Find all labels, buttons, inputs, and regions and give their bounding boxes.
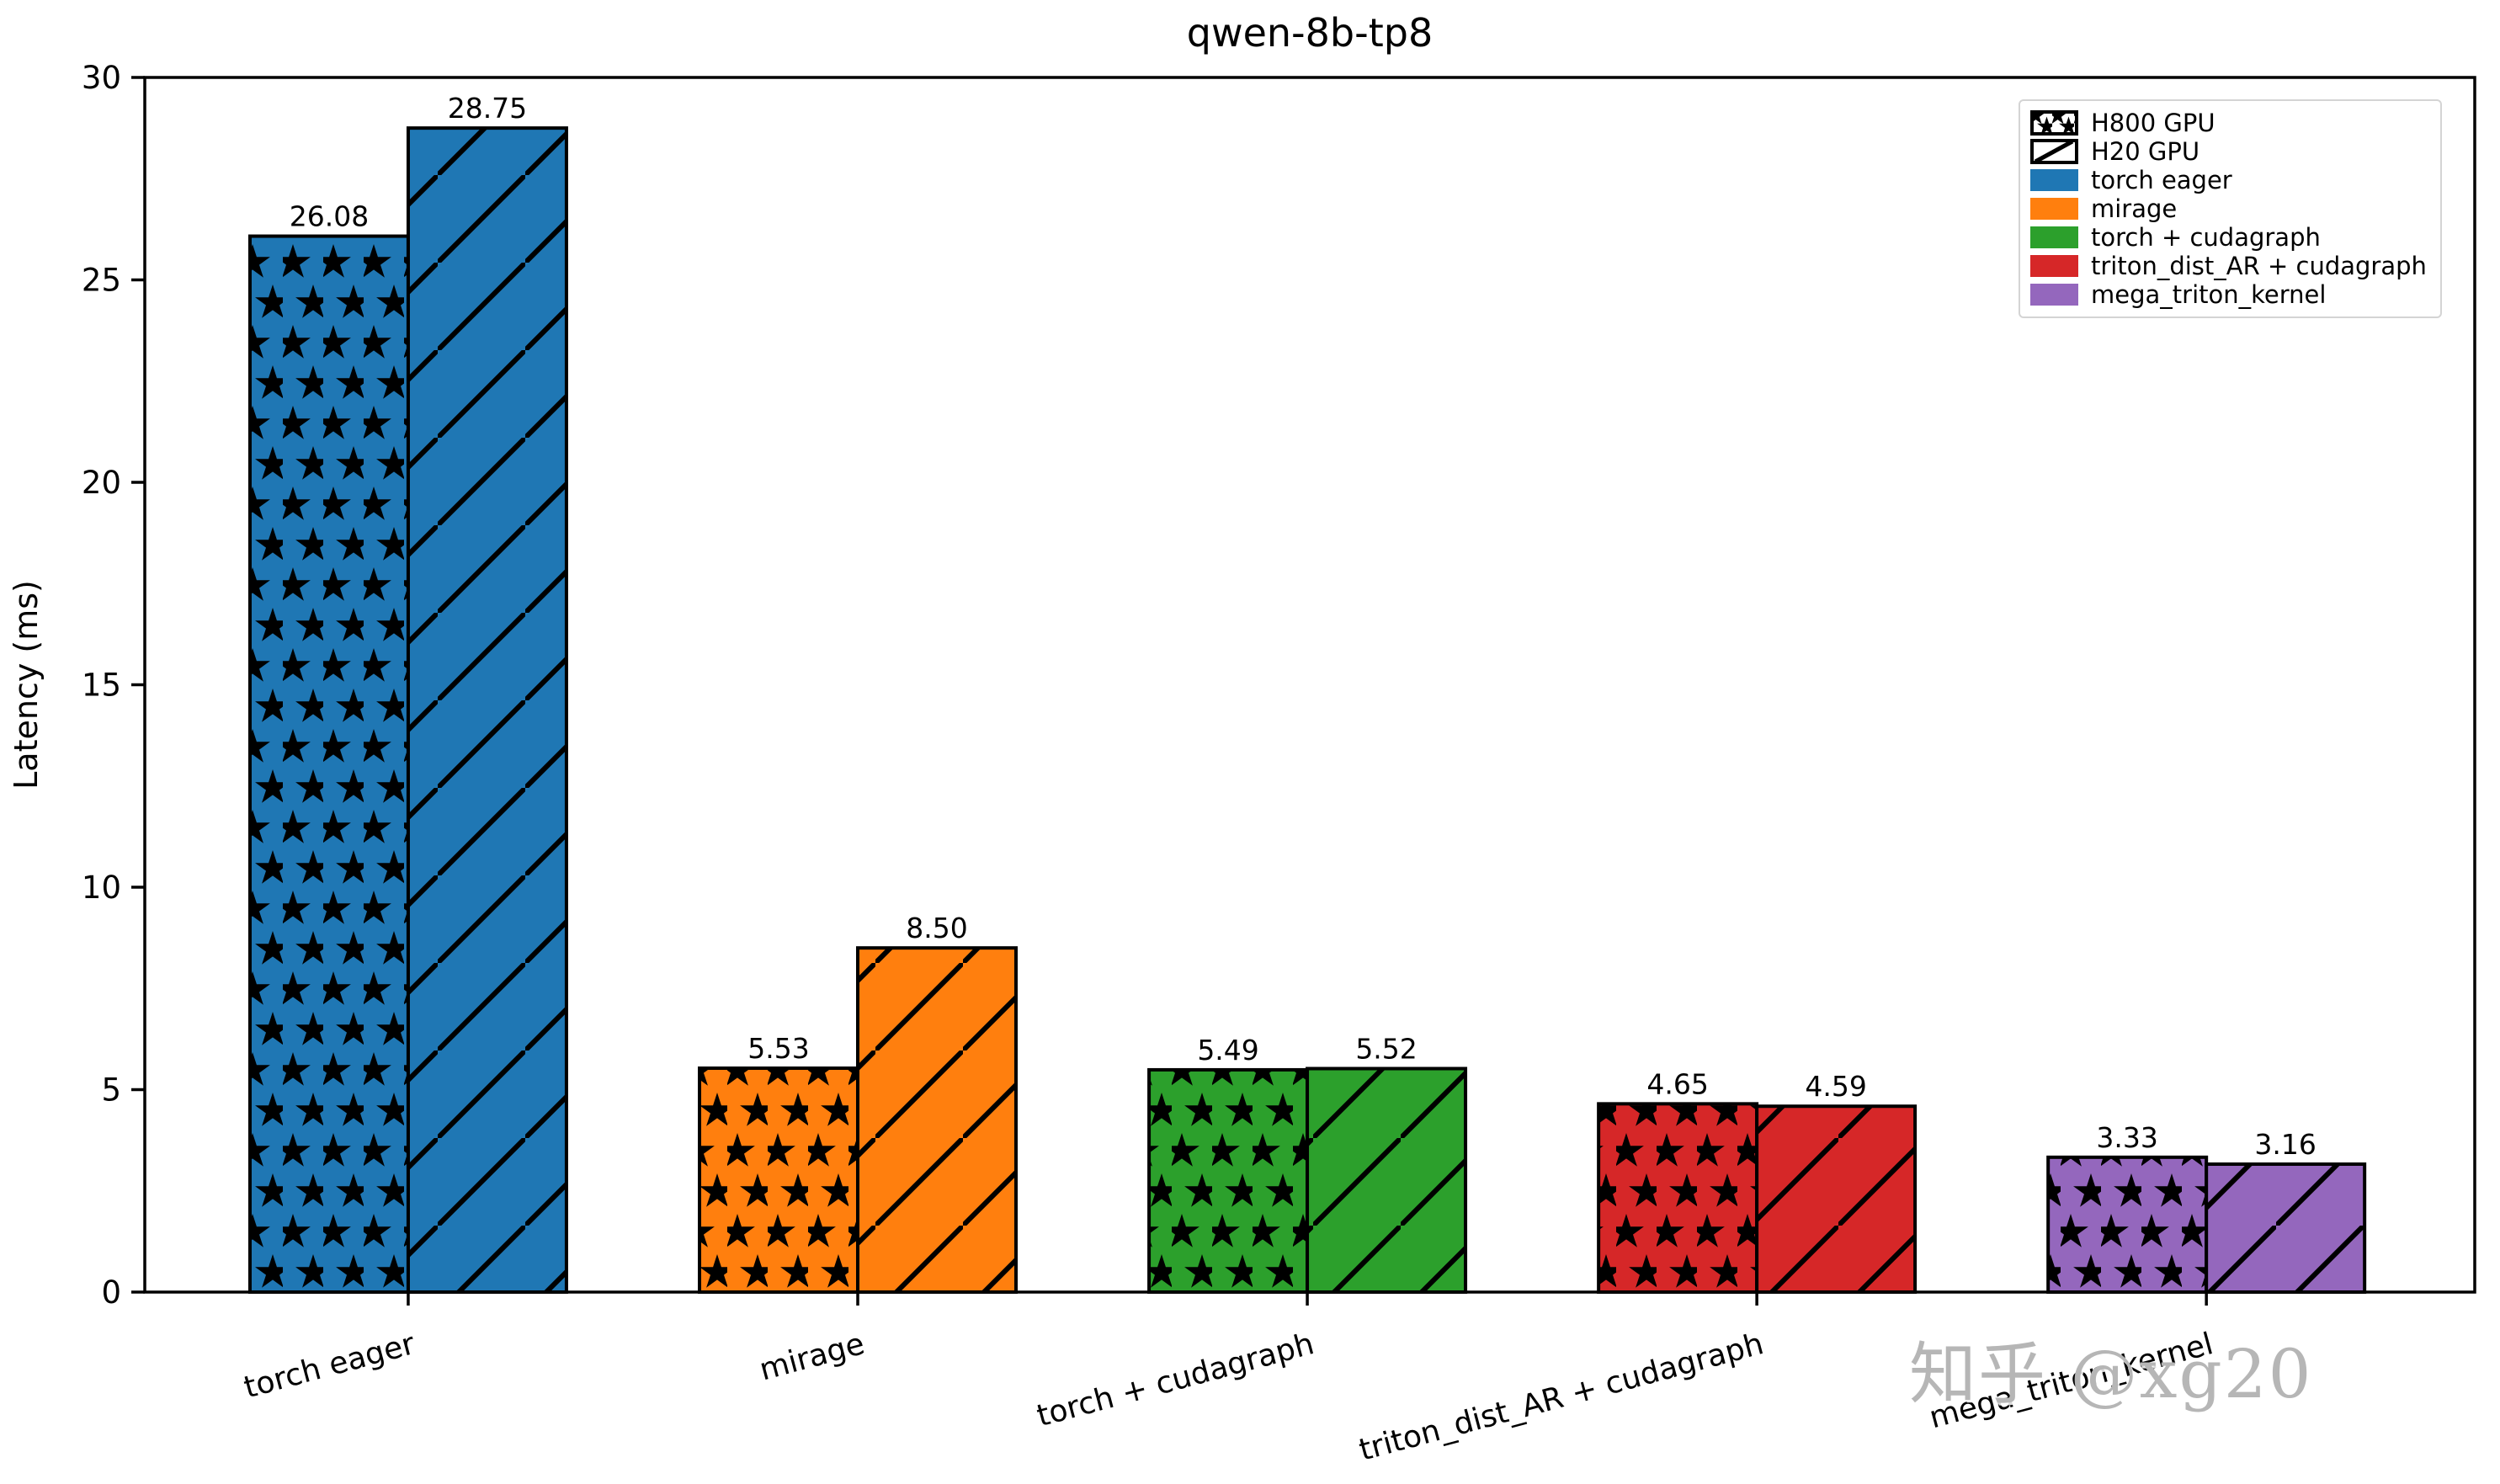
legend-item-0: H800 GPU <box>2030 109 2427 137</box>
bar-mega-triton-kernel-h800 <box>2046 1155 2209 1295</box>
bar-value-label: 5.49 <box>1197 1034 1258 1066</box>
legend-label: triton_dist_AR + cudagraph <box>2091 252 2427 280</box>
bar-torch-cudagraph-h800 <box>1147 1067 1310 1295</box>
watermark: 知乎 @xg20 <box>1909 1335 2313 1413</box>
bar-mirage-h20 <box>856 946 1018 1295</box>
bar-triton-dist-AR-cudagraph-h800 <box>1597 1102 1759 1294</box>
legend-label: torch + cudagraph <box>2091 223 2321 252</box>
x-tick-label: torch + cudagraph <box>1034 1327 1318 1433</box>
color-swatch-icon <box>2030 169 2078 191</box>
y-tick-label: 25 <box>82 263 121 299</box>
legend-label: torch eager <box>2091 166 2232 194</box>
bar-torch-cudagraph-h20 <box>1306 1066 1468 1295</box>
bar-value-label: 28.75 <box>448 92 527 125</box>
y-tick-label: 30 <box>82 60 121 96</box>
bar-value-label: 5.53 <box>747 1032 809 1065</box>
y-axis-label: Latency (ms) <box>8 580 45 790</box>
bar-mirage-h800 <box>698 1066 860 1294</box>
legend: H800 GPU H20 GPU torch eager mirage torch + … <box>2019 99 2442 318</box>
star-hatch-swatch-icon <box>2030 110 2078 136</box>
legend-item-4: torch + cudagraph <box>2030 223 2427 252</box>
bar-value-label: 26.08 <box>290 200 369 233</box>
legend-label: mega_triton_kernel <box>2091 280 2327 309</box>
bar-value-label: 4.65 <box>1646 1067 1708 1100</box>
bar-value-label: 8.50 <box>906 912 967 944</box>
legend-label: H800 GPU <box>2091 109 2215 137</box>
y-tick-label: 20 <box>82 465 121 501</box>
bar-triton-dist-AR-cudagraph-h20 <box>1755 1104 1918 1294</box>
legend-item-6: mega_triton_kernel <box>2030 280 2427 309</box>
bar-value-label: 5.52 <box>1355 1032 1417 1065</box>
color-swatch-icon <box>2030 198 2078 220</box>
x-tick-label: triton_dist_AR + cudagraph <box>1356 1327 1768 1468</box>
legend-label: mirage <box>2091 194 2178 223</box>
color-swatch-icon <box>2030 284 2078 306</box>
bar-value-label: 3.33 <box>2096 1121 2157 1154</box>
y-tick-label: 0 <box>101 1274 121 1311</box>
y-tick-label: 5 <box>101 1072 121 1109</box>
y-tick-label: 10 <box>82 870 121 906</box>
legend-item-5: triton_dist_AR + cudagraph <box>2030 252 2427 280</box>
bar-torch-eager-h20 <box>406 126 568 1294</box>
color-swatch-icon <box>2030 255 2078 277</box>
bar-torch-eager-h800 <box>247 234 410 1294</box>
bar-value-label: 3.16 <box>2254 1128 2316 1161</box>
legend-item-2: torch eager <box>2030 166 2427 194</box>
diagonal-hatch-swatch-icon <box>2030 139 2078 164</box>
bar-value-label: 4.59 <box>1805 1070 1866 1103</box>
y-tick-label: 15 <box>82 668 121 704</box>
chart-title: qwen-8b-tp8 <box>1186 10 1434 56</box>
bar-mega-triton-kernel-h20 <box>2205 1162 2367 1295</box>
x-tick-label: mirage <box>756 1327 868 1387</box>
x-tick-label: torch eager <box>241 1327 419 1406</box>
legend-item-3: mirage <box>2030 194 2427 223</box>
legend-label: H20 GPU <box>2091 137 2200 166</box>
legend-item-1: H20 GPU <box>2030 137 2427 166</box>
color-swatch-icon <box>2030 226 2078 248</box>
